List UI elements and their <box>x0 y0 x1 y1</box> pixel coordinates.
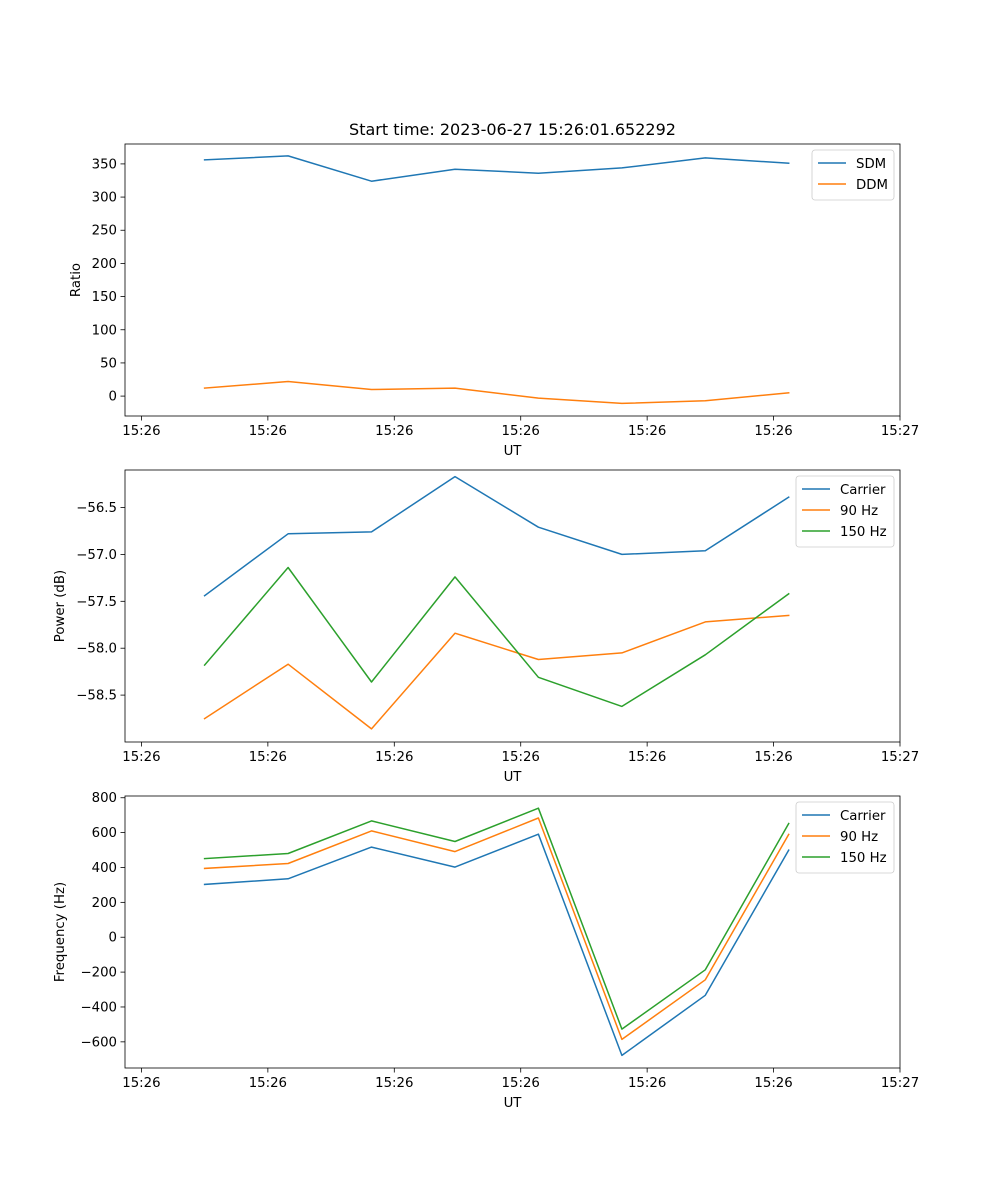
series-line-150-hz <box>203 807 790 1030</box>
legend-box <box>795 801 895 874</box>
x-tick-label: 15:26 <box>122 750 160 765</box>
y-tick-label: 600 <box>92 826 117 841</box>
y-tick-label: 400 <box>92 861 117 876</box>
x-tick-label: 15:26 <box>249 1076 287 1091</box>
x-tick-label: 15:26 <box>628 750 666 765</box>
axes-frame <box>124 469 901 743</box>
x-axis-label: UT <box>504 444 523 459</box>
chart-panel-1: 15:26 15:26 15:26 15:26 15:26 15:26 15:27 UT 0 50… <box>69 143 919 459</box>
series-line-90-hz <box>203 614 790 730</box>
x-tick-label: 15:27 <box>881 750 919 765</box>
x-tick-label: 15:26 <box>375 1076 413 1091</box>
series-line-ddm <box>203 380 790 405</box>
y-tick-label: 300 <box>92 191 117 206</box>
x-tick-label: 15:26 <box>628 424 666 439</box>
x-tick-label: 15:26 <box>502 424 540 439</box>
x-tick-label: 15:26 <box>249 424 287 439</box>
y-tick-label: 200 <box>92 896 117 911</box>
figure-title: Start time: 2023-06-27 15:26:01.652292 <box>349 120 676 139</box>
y-tick-label: 800 <box>92 791 117 806</box>
y-tick-label: 200 <box>92 257 117 272</box>
y-tick-label: −200 <box>80 966 117 981</box>
x-tick-label: 15:26 <box>628 1076 666 1091</box>
x-axis-label: UT <box>504 770 523 785</box>
chart-panel-2: 15:26 15:26 15:26 15:26 15:26 15:26 15:27 UT −58… <box>53 469 919 785</box>
x-tick-label: 15:26 <box>249 750 287 765</box>
x-tick-label: 15:26 <box>754 424 792 439</box>
y-axis-label: Frequency (Hz) <box>53 882 68 982</box>
x-tick-label: 15:26 <box>502 750 540 765</box>
x-tick-label: 15:26 <box>122 424 160 439</box>
y-tick-label: −56.5 <box>76 501 117 516</box>
y-tick-label: 0 <box>109 390 117 405</box>
y-tick-label: 100 <box>92 323 117 338</box>
x-tick-label: 15:27 <box>881 424 919 439</box>
series-line-carrier <box>203 475 790 597</box>
legend-label: 150 Hz <box>840 851 887 866</box>
chart-panel-3: 15:26 15:26 15:26 15:26 15:26 15:26 15:27 UT −60… <box>53 791 919 1111</box>
series-line-carrier <box>203 833 790 1057</box>
legend-label: Carrier <box>840 809 886 824</box>
y-tick-label: 350 <box>92 157 117 172</box>
legend-box <box>795 475 895 548</box>
x-tick-label: 15:26 <box>754 1076 792 1091</box>
x-tick-label: 15:26 <box>122 1076 160 1091</box>
panels: 15:26 15:26 15:26 15:26 15:26 15:26 15:27 UT 0 50… <box>53 143 919 1111</box>
axes-frame <box>124 143 901 417</box>
x-tick-label: 15:26 <box>502 1076 540 1091</box>
x-axis-label: UT <box>504 1096 523 1111</box>
legend-label: 90 Hz <box>840 830 878 845</box>
y-tick-label: −400 <box>80 1000 117 1015</box>
legend-label: 90 Hz <box>840 504 878 519</box>
x-tick-label: 15:26 <box>375 750 413 765</box>
legend: SDM DDM <box>811 149 895 201</box>
x-tick-label: 15:27 <box>881 1076 919 1091</box>
x-tick-label: 15:26 <box>754 750 792 765</box>
series-line-150-hz <box>203 566 790 708</box>
y-tick-label: −58.0 <box>76 642 117 657</box>
y-tick-label: 250 <box>92 224 117 239</box>
legend-label: 150 Hz <box>840 525 887 540</box>
series-line-90-hz <box>203 817 790 1041</box>
legend: Carrier 90 Hz 150 Hz <box>795 475 895 548</box>
legend-label: DDM <box>856 178 888 193</box>
legend: Carrier 90 Hz 150 Hz <box>795 801 895 874</box>
x-tick-label: 15:26 <box>375 424 413 439</box>
y-tick-label: −58.5 <box>76 689 117 704</box>
y-axis-label: Power (dB) <box>53 570 68 642</box>
legend-label: Carrier <box>840 483 886 498</box>
y-tick-label: 0 <box>109 931 117 946</box>
y-axis-label: Ratio <box>69 263 84 297</box>
y-tick-label: −57.0 <box>76 548 117 563</box>
series-line-sdm <box>203 155 790 182</box>
legend-label: SDM <box>856 157 886 172</box>
y-tick-label: 50 <box>100 356 117 371</box>
y-tick-label: 150 <box>92 290 117 305</box>
y-tick-label: −600 <box>80 1035 117 1050</box>
y-tick-label: −57.5 <box>76 595 117 610</box>
axes-frame <box>124 795 901 1069</box>
